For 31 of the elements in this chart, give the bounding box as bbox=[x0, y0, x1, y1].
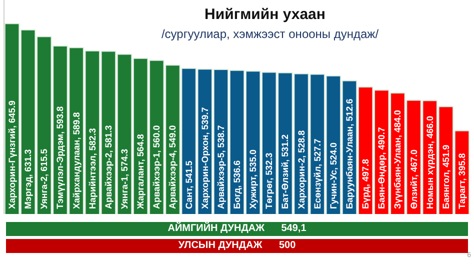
data-label: Тарагт, 395.8 bbox=[456, 153, 467, 209]
data-label: Есөнзүйл, 527.7 bbox=[312, 138, 322, 209]
data-label: Төгрөг, 532.3 bbox=[264, 152, 274, 209]
data-label: Жаргалант, 564.8 bbox=[136, 134, 146, 210]
data-label: Өлзийт, 467.0 bbox=[408, 149, 419, 209]
data-label: Баян-Өндөр, 490.7 bbox=[376, 127, 387, 209]
data-label: Тэмүүлэл-Эрдэм, 593.8 bbox=[55, 106, 66, 209]
data-label: Арвайхээр-4, 549.0 bbox=[168, 125, 178, 209]
data-label: Номын хүрдэн, 466.0 bbox=[424, 116, 435, 209]
data-label: Баянгол, 451.9 bbox=[440, 144, 451, 209]
data-label: Арвайхээр-1, 560.0 bbox=[152, 125, 162, 209]
data-label: Хархорин-Орхон, 539.7 bbox=[200, 107, 210, 209]
data-label: Уянга-1, 574.3 bbox=[120, 148, 130, 209]
data-label: Баруунбаян-Улаан, 512.6 bbox=[344, 98, 354, 209]
data-label: Нарийнтээл, 582.3 bbox=[87, 128, 98, 209]
text: /сургуулиар, хэмжээст онооны дундаж/ bbox=[160, 27, 380, 41]
chart-title: Нийгмийн ухаан bbox=[204, 6, 326, 23]
data-label: Сант, 541.5 bbox=[184, 160, 194, 209]
data-label: Арвайхээр-2, 581.3 bbox=[103, 125, 114, 209]
data-label: Хархорин-Гүнзгий, 645.9 bbox=[7, 100, 18, 209]
data-label: Бүрд, 497.8 bbox=[360, 159, 371, 209]
data-label: Хужирт, 535.0 bbox=[248, 149, 258, 209]
data-label: Богд, 536.6 bbox=[232, 160, 242, 209]
data-label: Уянга-2, 615.5 bbox=[39, 148, 50, 209]
data-label: Хайрхандулаан, 589.8 bbox=[71, 112, 82, 209]
data-label: Мэргэд, 631.3 bbox=[23, 149, 34, 209]
data-label: Гучин-Ус, 524.0 bbox=[328, 142, 338, 209]
data-label: Зүүнбаян-Улаан, 484.0 bbox=[392, 110, 403, 209]
data-label: Хархорин-2, 528.8 bbox=[296, 130, 306, 209]
data-label: Арвайхээр-5, 538.7 bbox=[216, 125, 226, 209]
data-label: Бат-Өлзий, 531.2 bbox=[280, 134, 290, 209]
